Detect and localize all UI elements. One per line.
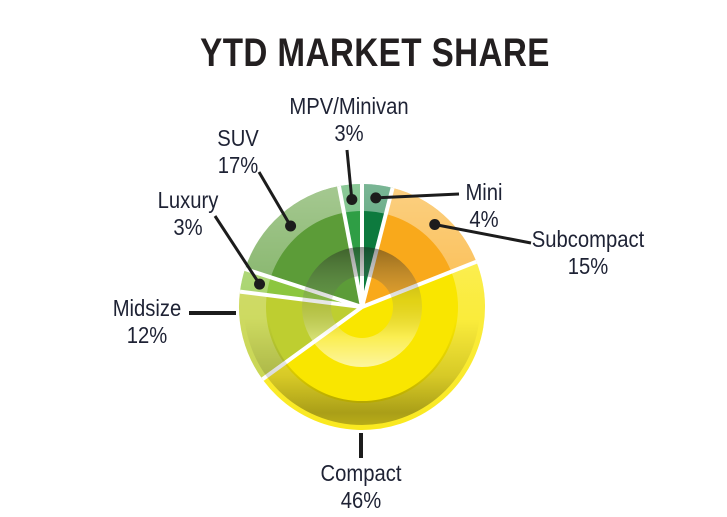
chart-title: YTD MARKET SHARE xyxy=(200,31,550,75)
leader-line-mpv-minivan xyxy=(345,149,354,200)
leader-dot-mpv-minivan xyxy=(346,193,358,205)
center-gloss-ring xyxy=(302,247,422,367)
label-compact: Compact 46% xyxy=(320,460,401,514)
label-subcompact-pct: 15% xyxy=(567,253,609,279)
label-midsize-name: Midsize xyxy=(112,295,182,321)
label-subcompact: Subcompact 15% xyxy=(532,226,645,280)
label-mini-pct: 4% xyxy=(469,206,499,232)
label-midsize: Midsize 12% xyxy=(113,295,182,349)
label-luxury: Luxury 3% xyxy=(158,187,219,241)
leader-dot-luxury xyxy=(254,278,266,290)
label-mini: Mini 4% xyxy=(465,179,502,233)
label-subcompact-name: Subcompact xyxy=(531,226,645,252)
gloss-overlay xyxy=(239,183,485,431)
leader-line-luxury xyxy=(213,215,261,285)
leader-lines xyxy=(189,149,532,458)
label-mpv-minivan-pct: 3% xyxy=(334,120,364,146)
label-mpv-minivan-name: MPV/Minivan xyxy=(289,93,409,119)
label-midsize-pct: 12% xyxy=(126,322,168,348)
leader-line-suv xyxy=(257,171,292,227)
label-suv-pct: 17% xyxy=(217,152,259,178)
leader-dot-mini xyxy=(370,192,382,204)
leader-line-mini xyxy=(375,192,460,200)
label-compact-pct: 46% xyxy=(340,487,382,513)
leader-line-subcompact xyxy=(434,223,532,245)
leader-dot-suv xyxy=(285,220,297,232)
label-suv-name: SUV xyxy=(217,125,259,151)
label-mpv-minivan: MPV/Minivan 3% xyxy=(289,93,408,147)
label-mini-name: Mini xyxy=(465,179,503,205)
label-luxury-pct: 3% xyxy=(173,214,203,240)
leader-dot-subcompact xyxy=(429,218,441,230)
label-suv: SUV 17% xyxy=(217,125,259,179)
label-luxury-name: Luxury xyxy=(157,187,219,213)
label-compact-name: Compact xyxy=(320,460,402,486)
